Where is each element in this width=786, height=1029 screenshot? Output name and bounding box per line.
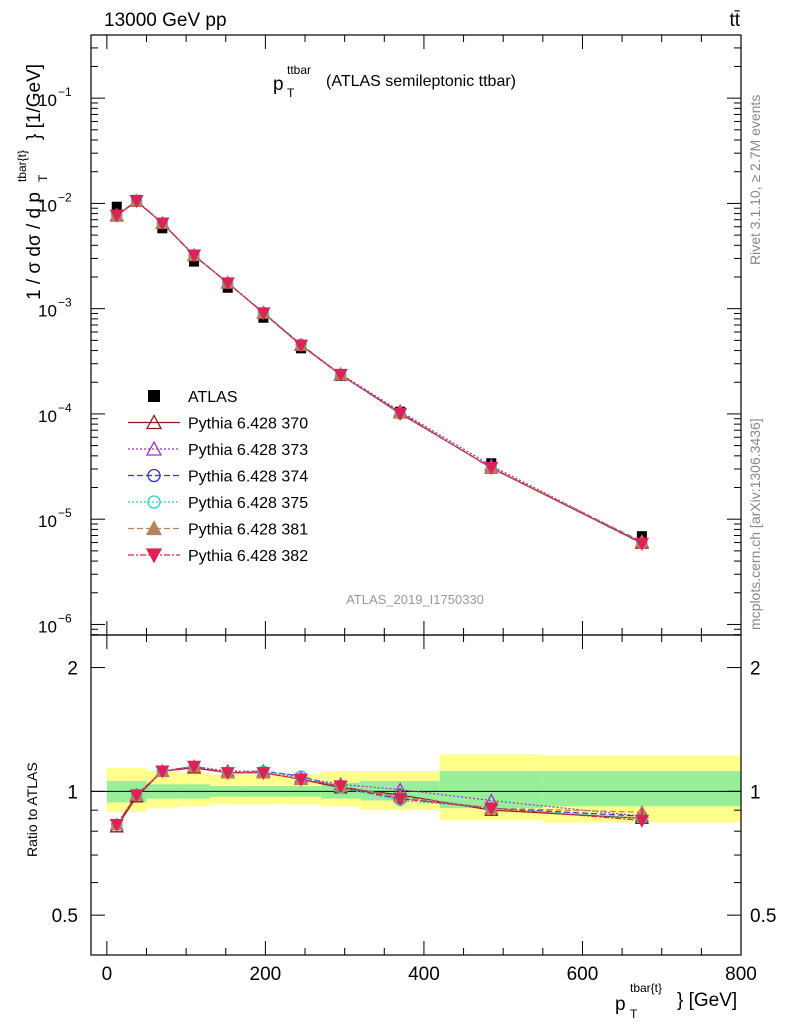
legend-label: Pythia 6.428 374 [188, 469, 308, 486]
ratio-tick-label-left: 2 [67, 659, 78, 680]
ylabel-main-text: 1 / σ dσ / d p [24, 192, 45, 300]
xlabel-symbol: p [615, 994, 626, 1015]
ylabel-subscript: T [36, 174, 50, 182]
series-point-main [155, 217, 170, 231]
main-y-axis-label: 1 / σ dσ / d p tbar{t} T } [1/GeV] [15, 64, 50, 300]
main-y-tick-labels: 10−110−210−310−410−510−6 [38, 85, 72, 636]
legend-label: Pythia 6.428 382 [188, 548, 308, 565]
legend-marker [147, 468, 161, 483]
ratio-tick-label-left: 0.5 [52, 906, 78, 927]
series-point-main [256, 307, 271, 321]
xlabel-subscript: T [630, 1007, 638, 1021]
mcplots-label: mcplots.cern.ch [arXiv:1306.3436] [747, 418, 763, 630]
series-point-ratio [484, 802, 499, 816]
legend-label: Pythia 6.428 373 [188, 442, 308, 459]
ratio-plot-frame [90, 634, 742, 956]
series-point-ratio [186, 760, 202, 774]
x-tick-labels: 0 200 400 600 800 [102, 964, 757, 985]
axis-ticks [91, 35, 742, 955]
legend-label: Pythia 6.428 370 [188, 416, 308, 433]
ratio-y-axis-label: Ratio to ATLAS [24, 762, 40, 857]
x-tick-label: 0 [102, 964, 113, 985]
series-point-ratio [333, 780, 348, 794]
y-tick-label-base: 10 [38, 196, 57, 215]
y-tick-label-exponent: −1 [58, 85, 72, 99]
series-point-main [129, 195, 144, 209]
y-tick-label-base: 10 [38, 512, 57, 531]
main-plot-title: p ttbar T (ATLAS semileptonic ttbar) [273, 63, 516, 100]
series-point-ratio [155, 765, 170, 779]
analysis-watermark: ATLAS_2019_I1750330 [346, 592, 484, 607]
x-axis-label: p tbar{t} T } [GeV] [615, 981, 737, 1021]
ratio-tick-label-right: 0.5 [750, 906, 776, 927]
series-point-ratio [109, 818, 124, 832]
ratio-tick-label-left: 1 [67, 782, 78, 803]
xlabel-unit: } [GeV] [677, 990, 737, 1011]
ylabel-superscript: tbar{t} [15, 150, 29, 182]
ratio-uncertainty-bands [106, 754, 741, 823]
series-point-ratio [293, 773, 309, 787]
series-point-main [333, 368, 348, 382]
legend-entry: Pythia 6.428 375 [128, 495, 308, 512]
process-label: tt̄ [729, 10, 740, 31]
y-tick-label-exponent: −5 [58, 506, 72, 520]
legend: ATLAS Pythia 6.428 370 Pythia 6.428 373 Pyt… [128, 389, 308, 565]
stat-uncertainty-band [542, 771, 741, 807]
y-tick-label-base: 10 [38, 302, 57, 321]
legend-label: Pythia 6.428 375 [188, 495, 308, 512]
series-point-main [393, 407, 408, 421]
legend-marker [147, 495, 161, 509]
ratio-tick-label-right: 1 [750, 782, 761, 803]
legend-entry: Pythia 6.428 373 [128, 440, 308, 459]
series-point-main [484, 461, 499, 475]
x-tick-label: 600 [567, 964, 599, 985]
legend-entry: Pythia 6.428 382 [128, 548, 308, 565]
xlabel-superscript: tbar{t} [630, 981, 662, 995]
data-point [111, 201, 122, 212]
y-tick-label-exponent: −4 [58, 401, 72, 415]
legend-marker [148, 390, 160, 402]
legend-marker [145, 414, 163, 430]
legend-marker [145, 548, 163, 564]
x-tick-label: 800 [725, 964, 757, 985]
legend-label: ATLAS [188, 389, 238, 406]
title-subscript: T [287, 86, 295, 100]
y-tick-label-exponent: −6 [58, 611, 72, 625]
series-point-ratio [220, 767, 235, 781]
series-point-main [634, 537, 650, 551]
legend-entry: Pythia 6.428 374 [128, 469, 308, 486]
ratio-tick-label-right: 2 [750, 659, 761, 680]
legend-marker [145, 440, 163, 456]
title-description: (ATLAS semileptonic ttbar) [326, 73, 516, 90]
series-point-main [220, 277, 235, 291]
legend-entry: Pythia 6.428 370 [128, 414, 308, 433]
energy-label: 13000 GeV pp [104, 10, 227, 31]
series-point-ratio [256, 767, 271, 781]
legend-marker [145, 520, 163, 536]
y-tick-label-base: 10 [38, 617, 57, 636]
ylabel-unit: } [1/GeV] [24, 64, 45, 140]
y-tick-label-base: 10 [38, 91, 57, 110]
legend-label: Pythia 6.428 381 [188, 522, 308, 539]
y-tick-label-base: 10 [38, 407, 57, 426]
x-tick-label: 200 [250, 964, 282, 985]
title-superscript: ttbar [287, 63, 311, 77]
mc-series-markers [109, 193, 650, 833]
x-tick-label: 400 [408, 964, 440, 985]
y-tick-label-exponent: −3 [58, 296, 72, 310]
title-symbol: p [273, 74, 284, 95]
series-point-ratio [129, 789, 144, 803]
legend-entry: Pythia 6.428 381 [128, 520, 308, 539]
legend-entry: ATLAS [148, 389, 238, 406]
ratio-y-tick-labels: 2 2 1 1 0.5 0.5 [52, 659, 777, 928]
series-point-main [186, 249, 202, 263]
series-point-main [109, 209, 124, 223]
series-point-main [293, 339, 309, 353]
series-point-ratio [393, 792, 408, 807]
rivet-version-label: Rivet 3.1.10, ≥ 2.7M events [747, 95, 763, 265]
y-tick-label-exponent: −2 [58, 190, 72, 204]
